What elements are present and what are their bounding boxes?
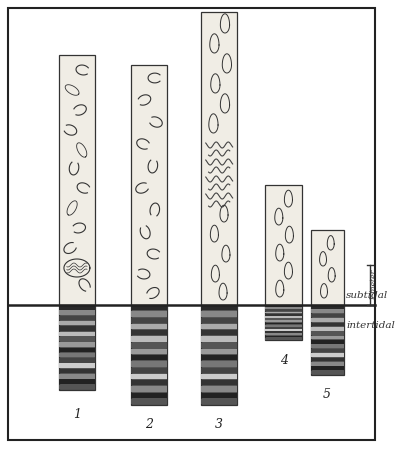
Text: 4: 4	[280, 354, 288, 367]
Bar	[265, 336, 302, 337]
Bar	[201, 305, 237, 405]
Bar	[265, 314, 302, 316]
Bar	[311, 327, 344, 331]
Bar	[59, 316, 95, 320]
Bar	[265, 305, 302, 307]
Bar	[311, 349, 344, 353]
Bar	[265, 331, 302, 333]
Bar	[201, 12, 237, 305]
Text: 3: 3	[215, 419, 223, 432]
Bar	[201, 374, 237, 379]
Text: intertidal: intertidal	[346, 321, 395, 330]
Bar	[201, 330, 237, 335]
Bar	[59, 310, 95, 315]
Bar	[311, 336, 344, 339]
Bar	[265, 185, 302, 305]
Bar	[59, 321, 95, 326]
Bar	[311, 314, 344, 318]
Bar	[201, 399, 237, 404]
Bar	[265, 312, 302, 313]
Bar	[311, 309, 344, 313]
Bar	[311, 230, 344, 305]
Bar	[201, 305, 237, 310]
Bar	[311, 366, 344, 370]
Bar	[265, 322, 302, 324]
Bar	[201, 311, 237, 317]
Bar	[131, 336, 167, 341]
Bar	[59, 342, 95, 347]
Bar	[59, 55, 95, 305]
Bar	[131, 305, 167, 310]
Bar	[131, 355, 167, 360]
Text: 5: 5	[323, 388, 331, 401]
Bar	[311, 371, 344, 374]
Text: 1: 1	[73, 409, 81, 422]
Bar	[131, 399, 167, 404]
Bar	[311, 353, 344, 357]
Bar	[131, 386, 167, 391]
Bar	[59, 358, 95, 363]
Text: 1 meter: 1 meter	[370, 270, 378, 300]
Bar	[131, 374, 167, 379]
Bar	[201, 324, 237, 329]
Bar	[265, 320, 302, 322]
Bar	[311, 305, 344, 375]
Bar	[265, 316, 302, 318]
Bar	[59, 348, 95, 352]
Bar	[311, 362, 344, 366]
Bar	[201, 336, 237, 341]
Bar	[59, 379, 95, 384]
Bar	[201, 342, 237, 348]
Bar	[265, 338, 302, 340]
Bar	[59, 369, 95, 373]
Bar	[311, 305, 344, 309]
Bar	[131, 380, 167, 385]
Bar	[59, 326, 95, 331]
Bar	[201, 355, 237, 360]
Bar	[265, 329, 302, 331]
Bar	[201, 386, 237, 391]
Bar	[311, 345, 344, 348]
Bar	[311, 340, 344, 344]
Text: subtidal: subtidal	[346, 290, 388, 299]
Bar	[201, 318, 237, 323]
Bar	[131, 342, 167, 348]
Bar	[201, 368, 237, 373]
Bar	[131, 311, 167, 317]
Bar	[59, 305, 95, 390]
Bar	[311, 318, 344, 322]
Bar	[131, 361, 167, 367]
Bar	[59, 385, 95, 389]
Bar	[265, 318, 302, 320]
Bar	[265, 325, 302, 327]
Bar	[201, 392, 237, 398]
Bar	[59, 305, 95, 309]
Bar	[311, 331, 344, 335]
Bar	[201, 349, 237, 354]
Bar	[131, 349, 167, 354]
Bar	[201, 380, 237, 385]
Bar	[265, 309, 302, 311]
Bar	[265, 327, 302, 329]
Bar	[265, 307, 302, 309]
Bar	[131, 324, 167, 329]
Bar	[311, 358, 344, 361]
Bar	[131, 65, 167, 305]
Bar	[265, 305, 302, 340]
Text: 2: 2	[145, 419, 153, 432]
Bar	[59, 331, 95, 336]
Bar	[59, 364, 95, 368]
Bar	[265, 333, 302, 335]
Bar	[131, 330, 167, 335]
Bar	[131, 305, 167, 405]
Bar	[201, 361, 237, 367]
Bar	[131, 392, 167, 398]
Bar	[131, 318, 167, 323]
Bar	[311, 322, 344, 326]
Bar	[59, 374, 95, 378]
Bar	[131, 368, 167, 373]
Bar	[59, 353, 95, 357]
Bar	[59, 337, 95, 341]
